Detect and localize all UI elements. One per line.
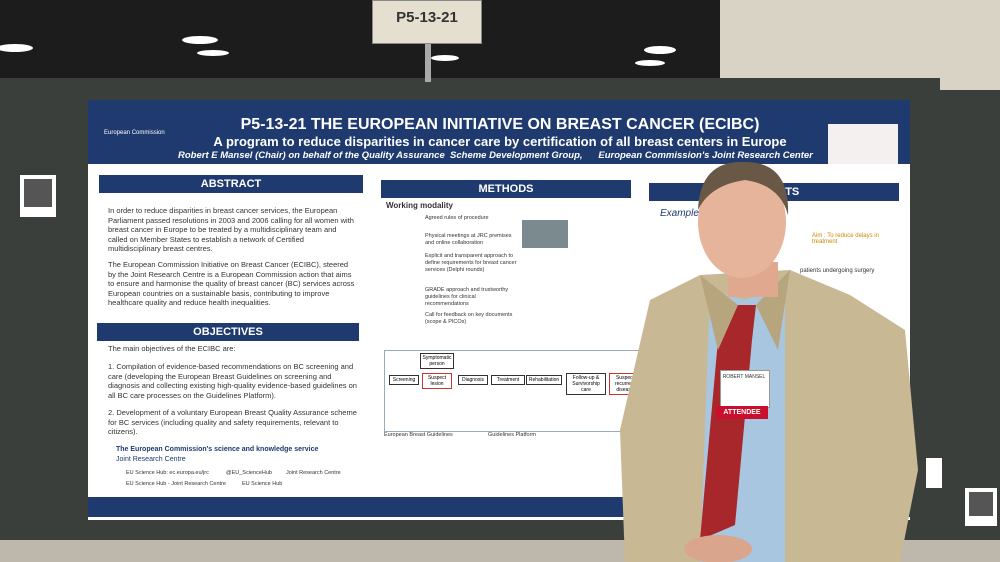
flow-box: Symptomatic person [420,353,454,369]
poster-number-sign: P5-13-21 [372,0,482,44]
poster-subtitle: A program to reduce disparities in cance… [213,134,787,149]
footer-link: EU Science Hub - Joint Research Centre [126,481,226,487]
list-item: Physical meetings at JRC premises and on… [425,233,512,246]
poster-header [88,100,910,164]
subheading: Working modality [386,201,453,210]
flow-box: Diagnosis [458,375,488,385]
flow-label: European Breast Guidelines [384,432,453,438]
paragraph: The European Commission Initiative on Br… [108,260,355,307]
footer-link: @EU_ScienceHub [226,470,272,476]
footer-text: Joint Research Centre [116,456,186,463]
badge [720,370,770,408]
subheading: Examples [660,208,704,219]
list-item: Agreed rules of procedure [425,215,489,221]
paragraph: In order to reduce disparities in breast… [108,206,354,253]
meeting-photo [522,220,568,248]
flow-box: Suspect lesion [422,373,452,389]
footer-link: EU Science Hub [242,481,283,487]
badge-name: ROBERT MANSEL [722,374,766,380]
flow-box: Treatment [491,375,525,385]
list-item: 2. Development of a voluntary European B… [108,408,357,436]
result-note: Aim : To reduce delays in treatment [812,233,879,245]
flow-box: Screening [389,375,419,385]
section-heading: ABSTRACT [99,175,363,193]
poster-authors: Robert E Mansel (Chair) on behalf of the… [178,150,813,161]
footer-link: Joint Research Centre [286,470,341,476]
poster-image [828,124,898,164]
logo: European Commission [104,130,165,136]
poster-title: P5-13-21 THE EUROPEAN INITIATIVE ON BREA… [240,116,760,133]
paragraph: The main objectives of the ECIBC are: [108,344,236,353]
list-item: Call for feedback on key documents (scop… [425,312,513,325]
section-heading: METHODS [381,180,631,198]
list-item: 1. Compilation of evidence-based recomme… [108,362,357,400]
badge-role: ATTENDEE [716,406,768,419]
flow-label: Guidelines Platform [488,432,536,438]
section-heading: OBJECTIVES [97,323,359,341]
list-item: GRADE approach and trustworthy guideline… [425,287,509,307]
footer-text: The European Commission's science and kn… [116,446,319,453]
result-note: patients undergoing surgery [800,268,875,274]
list-item: Explicit and transparent approach to def… [425,253,517,273]
footer-link: EU Science Hub: ec.europa.eu/jrc [126,470,209,476]
flow-box: Follow-up & Survivorship care [566,373,606,395]
flow-box: Rehabilitation [526,375,562,385]
